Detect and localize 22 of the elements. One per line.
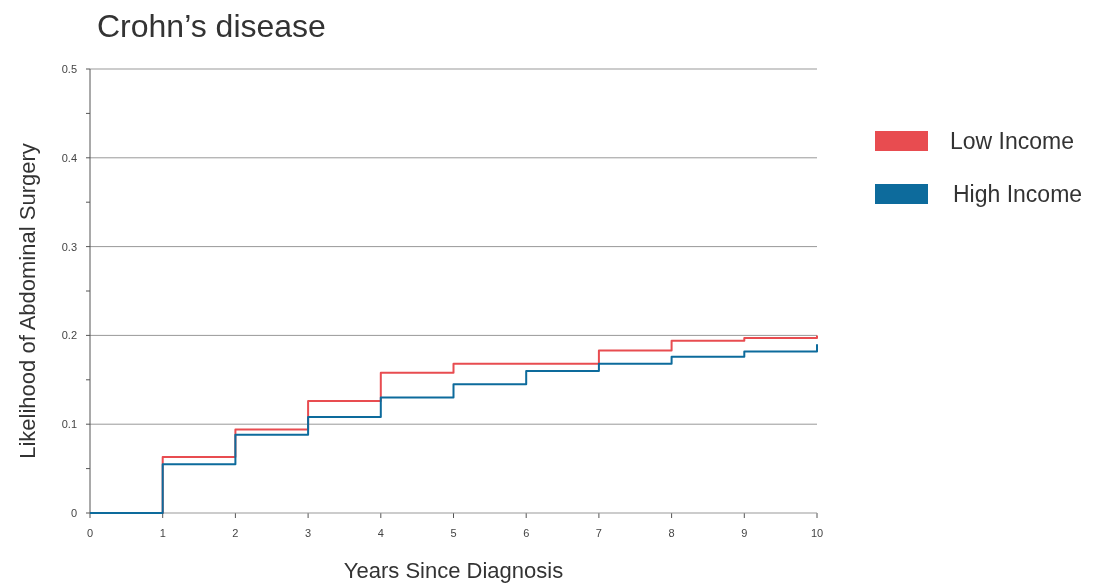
x-tick-label: 4 <box>377 527 384 539</box>
y-tick-label: 0.1 <box>61 418 77 431</box>
y-tick-label: 0.4 <box>61 151 77 164</box>
x-tick-label: 9 <box>741 527 748 539</box>
x-tick-label: 0 <box>86 527 94 539</box>
x-axis-title: Years Since Diagnosis <box>343 558 564 583</box>
x-tick-label: 10 <box>810 527 824 539</box>
x-tick-label: 1 <box>159 527 166 539</box>
x-tick-label: 5 <box>450 527 457 539</box>
x-tick-label: 7 <box>595 527 602 539</box>
y-axis-title: Likelihood of Abdominal Surgery <box>15 143 40 459</box>
x-tick-label: 6 <box>523 527 530 539</box>
legend-label: Low Income <box>950 128 1075 154</box>
chart-title: Crohn’s disease <box>97 8 326 44</box>
x-tick-label: 3 <box>305 527 312 539</box>
y-tick-label: 0.5 <box>61 63 77 75</box>
x-tick-label: 8 <box>668 527 675 539</box>
y-tick-label: 0.2 <box>61 329 77 342</box>
y-tick-label: 0.3 <box>61 240 77 253</box>
y-tick-label: 0 <box>70 507 77 519</box>
x-tick-label: 2 <box>232 527 239 539</box>
legend-label: High Income <box>953 181 1083 207</box>
